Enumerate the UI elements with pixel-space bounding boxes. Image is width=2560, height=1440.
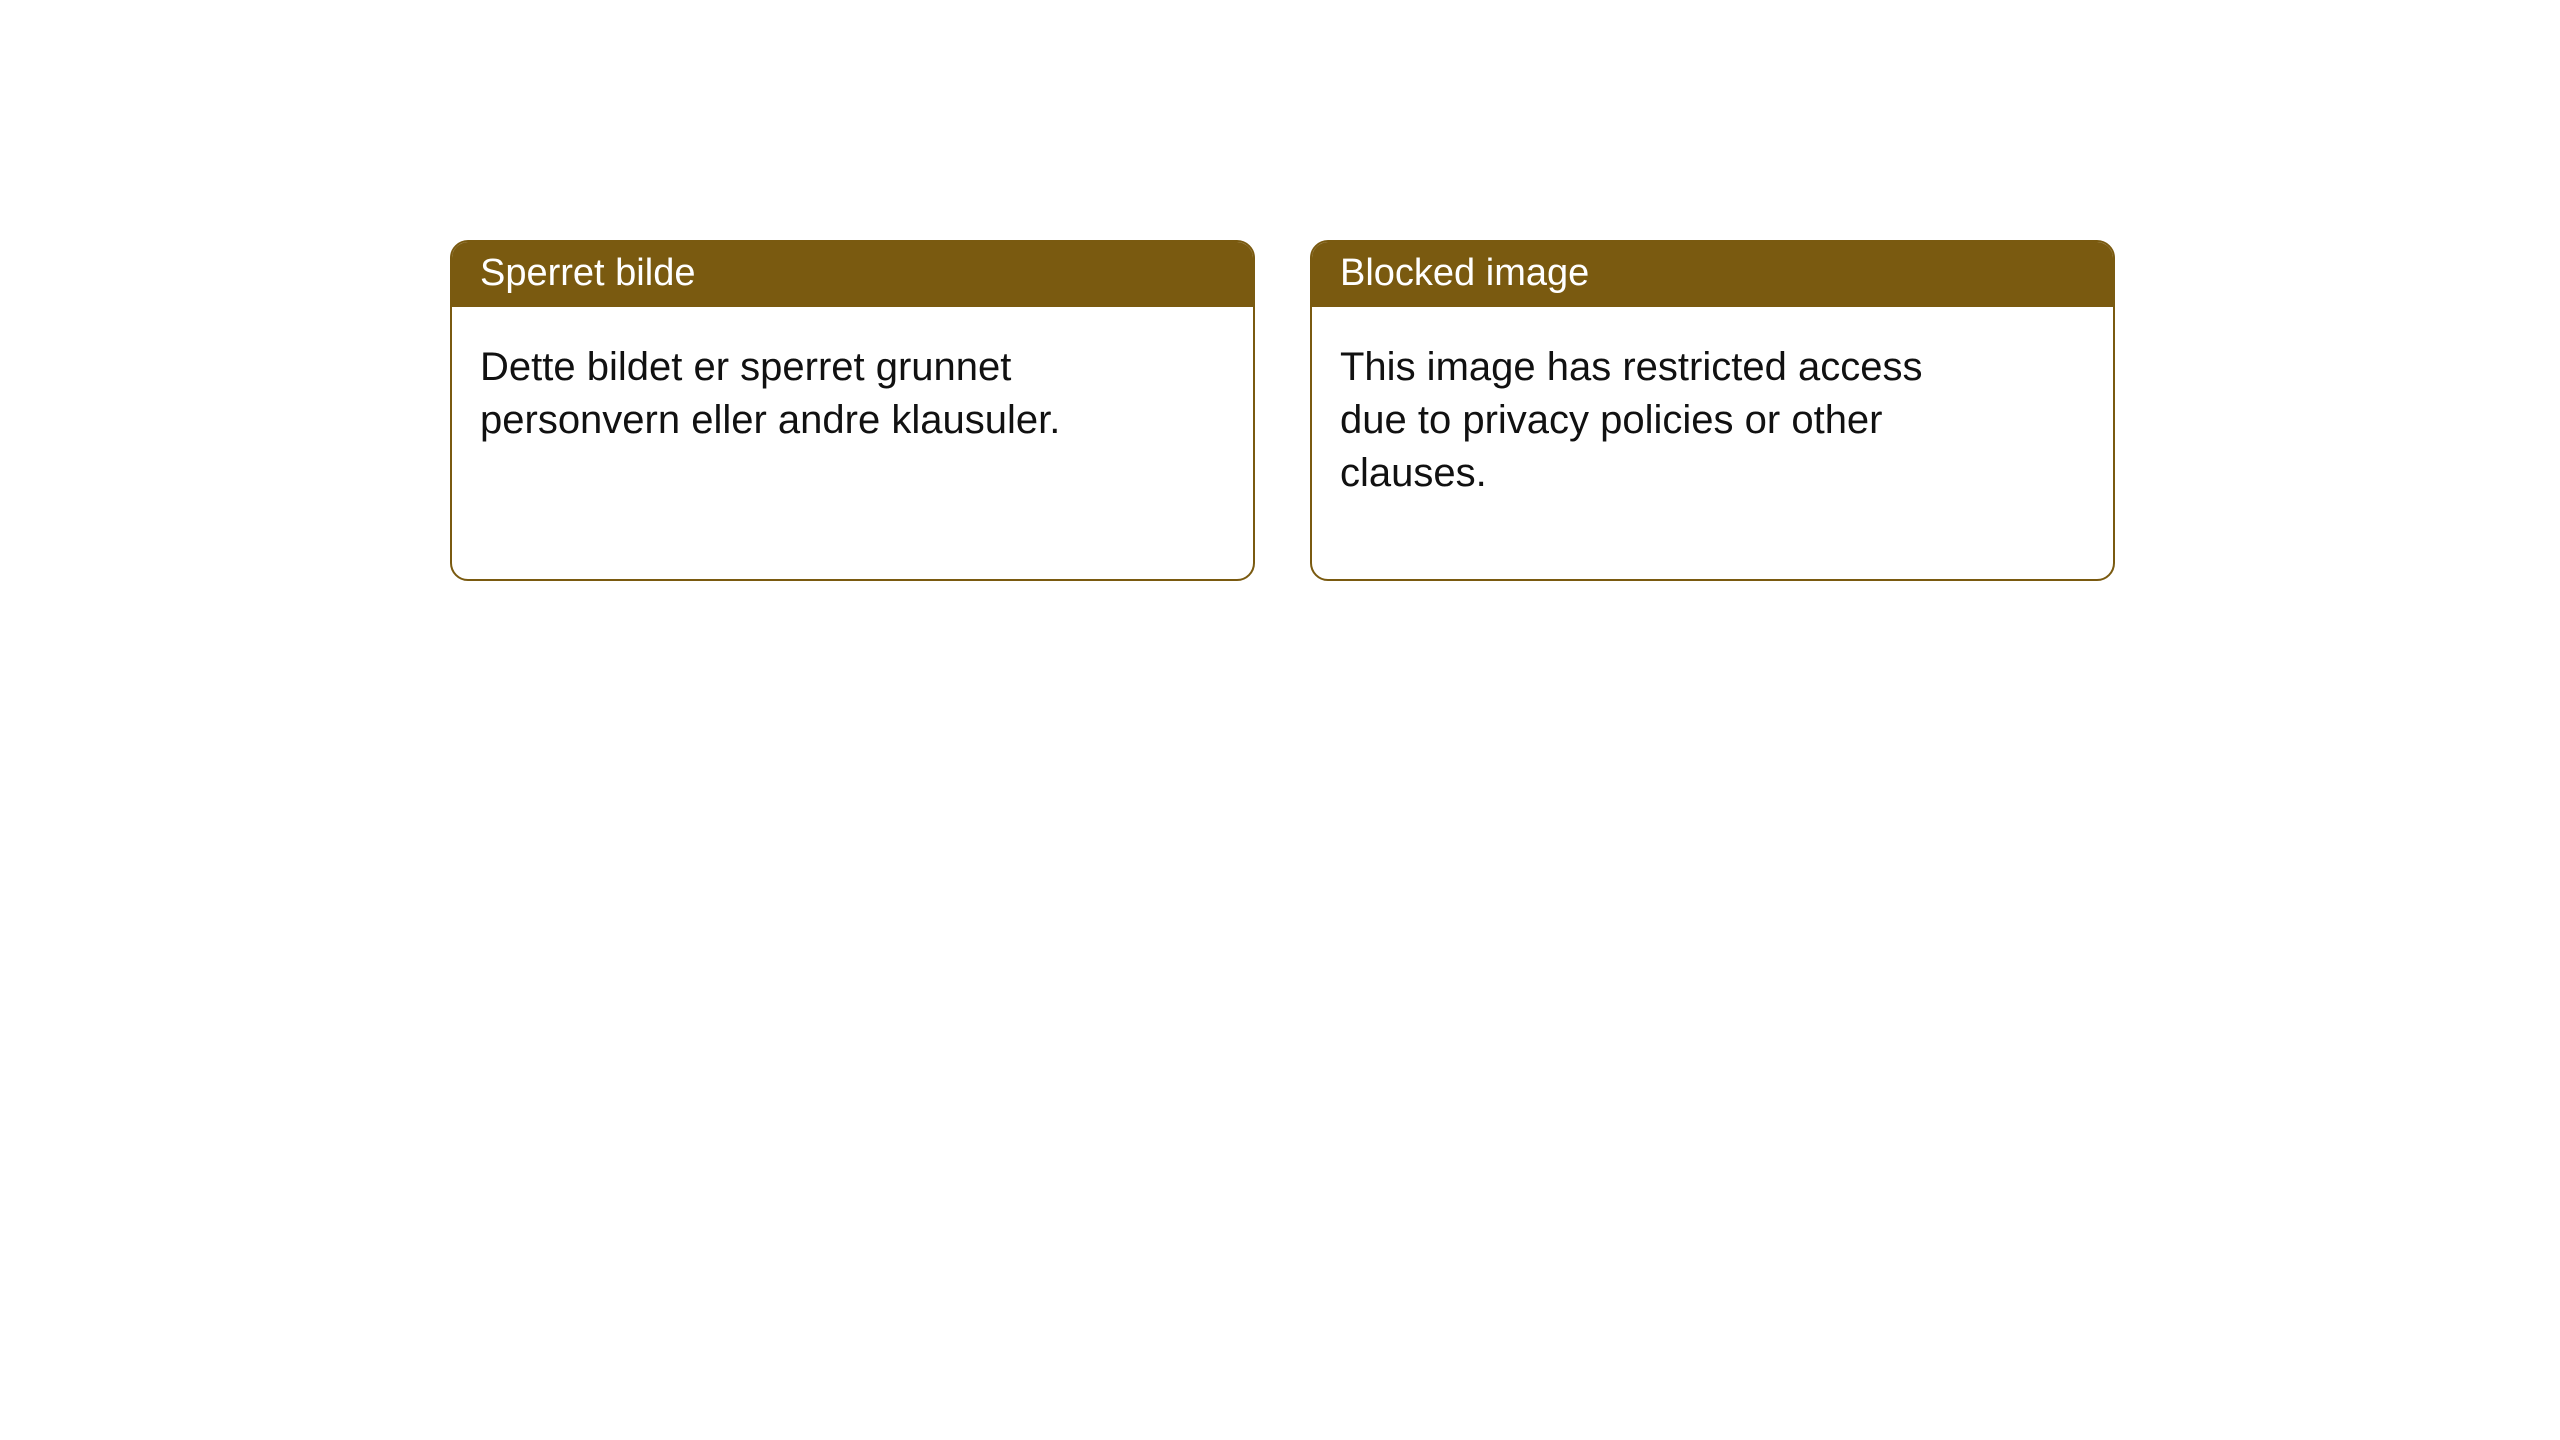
notice-title: Sperret bilde [452, 242, 1253, 307]
notice-body-text: This image has restricted access due to … [1312, 307, 1992, 579]
notice-card-norwegian: Sperret bilde Dette bildet er sperret gr… [450, 240, 1255, 581]
notice-card-english: Blocked image This image has restricted … [1310, 240, 2115, 581]
notice-title: Blocked image [1312, 242, 2113, 307]
notice-cards-container: Sperret bilde Dette bildet er sperret gr… [0, 0, 2560, 581]
notice-body-text: Dette bildet er sperret grunnet personve… [452, 307, 1132, 527]
